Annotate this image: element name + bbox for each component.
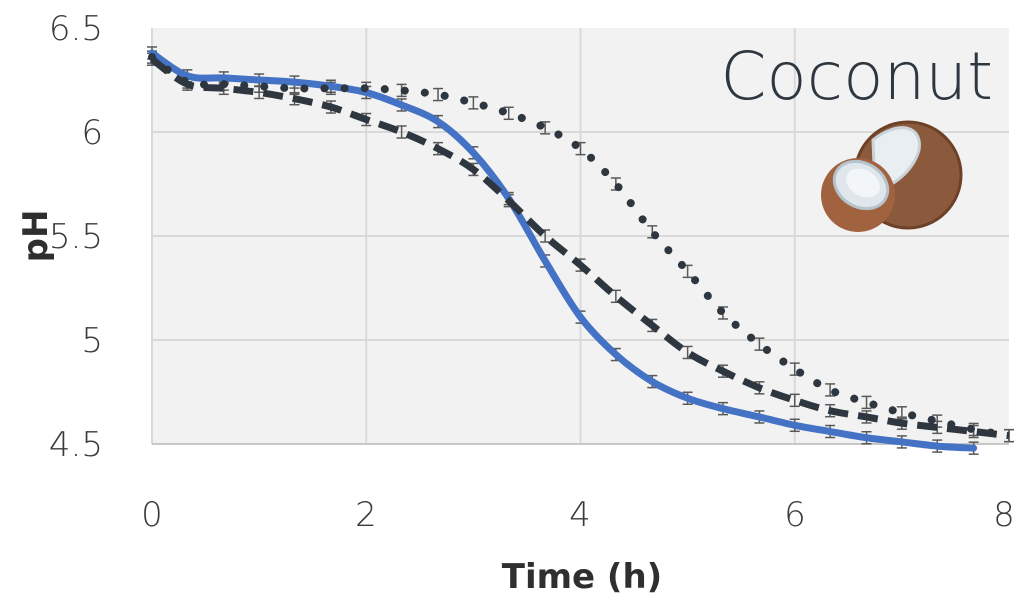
y-tick-label: 5	[81, 321, 103, 361]
x-tick-label: 4	[569, 495, 591, 535]
series-lines	[148, 49, 1013, 452]
y-tick-label: 5.5	[49, 217, 103, 257]
chart-annotation: Coconut	[720, 38, 993, 115]
series-line-dashed	[149, 56, 1010, 440]
x-axis-title: Time (h)	[502, 557, 662, 597]
coconut-icon	[821, 120, 963, 232]
series-line-solid	[148, 49, 978, 452]
y-axis-title: pH	[16, 210, 56, 263]
grid	[151, 28, 1009, 445]
x-tick-label: 2	[355, 495, 377, 535]
x-tick-label: 8	[993, 495, 1015, 535]
x-tick-label: 6	[784, 495, 806, 535]
y-tick-label: 6.5	[49, 9, 103, 49]
x-tick-label: 0	[141, 495, 163, 535]
y-tick-label: 4.5	[49, 425, 103, 465]
y-tick-label: 6	[81, 113, 103, 153]
